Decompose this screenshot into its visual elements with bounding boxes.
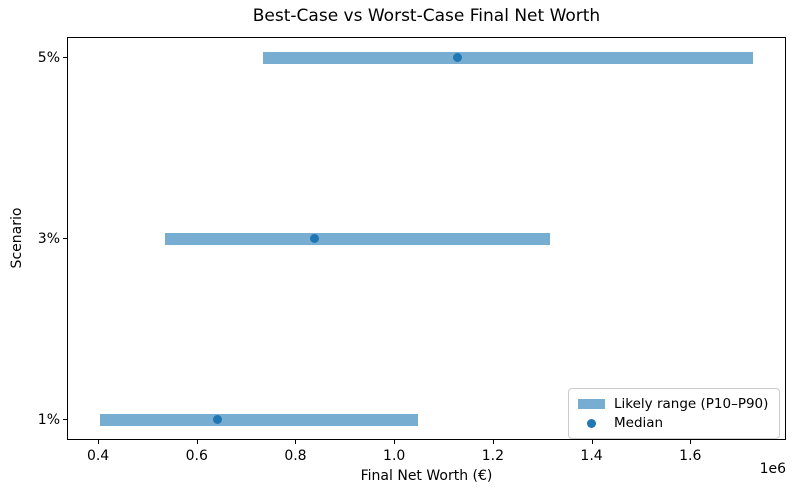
x-tick-mark xyxy=(591,440,593,444)
y-tick-label: 1% xyxy=(37,411,60,428)
range-bar xyxy=(263,51,754,64)
x-tick-label: 0.6 xyxy=(185,448,208,464)
median-dot-swatch xyxy=(587,418,596,428)
axis-offset-label: 1e6 xyxy=(759,461,786,477)
x-tick-label: 1.0 xyxy=(383,448,406,464)
x-tick-mark xyxy=(690,440,692,444)
median-dot xyxy=(453,53,463,62)
x-tick-mark xyxy=(98,440,100,444)
median-dot xyxy=(213,415,222,424)
y-tick-label: 5% xyxy=(37,49,60,66)
x-tick-mark xyxy=(295,440,297,444)
range-bar xyxy=(99,413,419,426)
legend-label-median: Median xyxy=(614,415,664,431)
legend: Likely range (P10–P90) Median xyxy=(568,388,780,439)
legend-item-range: Likely range (P10–P90) xyxy=(578,395,769,413)
x-tick-label: 0.8 xyxy=(284,448,307,464)
range-bar xyxy=(164,232,550,245)
y-tick-label: 3% xyxy=(37,230,60,247)
range-bar-swatch xyxy=(578,399,605,409)
x-axis-label: Final Net Worth (€) xyxy=(360,468,493,484)
legend-item-median: Median xyxy=(578,414,769,432)
x-tick-label: 1.2 xyxy=(481,448,504,464)
x-tick-label: 1.6 xyxy=(679,448,702,464)
chart-title: Best-Case vs Worst-Case Final Net Worth xyxy=(252,6,601,26)
x-tick-mark xyxy=(492,440,494,444)
median-dot xyxy=(309,234,319,243)
x-tick-label: 0.4 xyxy=(86,448,110,464)
x-tick-mark xyxy=(394,440,396,444)
y-tick-mark xyxy=(63,57,67,58)
x-tick-mark xyxy=(196,440,198,444)
y-tick-mark xyxy=(63,238,67,239)
x-tick-label: 1.4 xyxy=(580,448,603,464)
legend-label-range: Likely range (P10–P90) xyxy=(614,396,769,412)
y-tick-mark xyxy=(63,419,67,420)
